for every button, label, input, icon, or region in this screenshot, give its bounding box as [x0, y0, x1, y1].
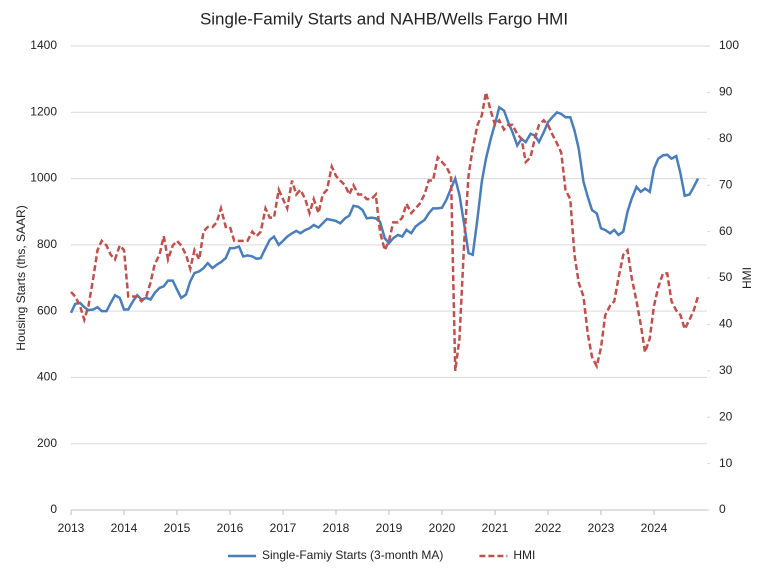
x-tick-label: 2017 [270, 521, 297, 535]
y-tick-label: 200 [37, 436, 57, 450]
x-tick-label: 2022 [535, 521, 562, 535]
x-tick-label: 2018 [323, 521, 350, 535]
series-line [70, 92, 700, 371]
series-line [69, 105, 700, 314]
y2-tick-label: 0 [719, 502, 726, 516]
y-tick-label: 600 [37, 303, 57, 317]
y-tick-label: 0 [50, 502, 57, 516]
y2-tick-label: 100 [719, 38, 739, 52]
y-tick-label: 800 [37, 237, 57, 251]
x-tick-label: 2021 [482, 521, 509, 535]
legend-label: Single-Famiy Starts (3-month MA) [262, 548, 443, 562]
y2-tick-label: 60 [719, 224, 733, 238]
y2-axis-title: HMI [740, 267, 754, 289]
y2-tick-label: 30 [719, 363, 733, 377]
y-tick-label: 1000 [30, 171, 57, 185]
x-tick-label: 2013 [58, 521, 85, 535]
y2-tick-label: 80 [719, 131, 733, 145]
legend-label: HMI [513, 548, 535, 562]
y2-tick-label: 20 [719, 409, 733, 423]
y2-tick-label: 90 [719, 85, 733, 99]
x-tick-label: 2023 [588, 521, 615, 535]
x-tick-label: 2019 [376, 521, 403, 535]
chart-title: Single-Family Starts and NAHB/Wells Farg… [200, 9, 568, 28]
y2-tick-label: 10 [719, 456, 733, 470]
x-tick-label: 2014 [111, 521, 138, 535]
y-tick-label: 400 [37, 370, 57, 384]
x-tick-label: 2016 [217, 521, 244, 535]
y2-tick-label: 70 [719, 177, 733, 191]
x-tick-label: 2024 [641, 521, 668, 535]
y-axis-title: Housing Starts (ths, SAAR) [14, 205, 28, 350]
x-tick-label: 2020 [429, 521, 456, 535]
y2-tick-label: 40 [719, 317, 733, 331]
y-tick-label: 1200 [30, 104, 57, 118]
y-tick-label: 1400 [30, 38, 57, 52]
y2-tick-label: 50 [719, 270, 733, 284]
x-tick-label: 2015 [164, 521, 191, 535]
